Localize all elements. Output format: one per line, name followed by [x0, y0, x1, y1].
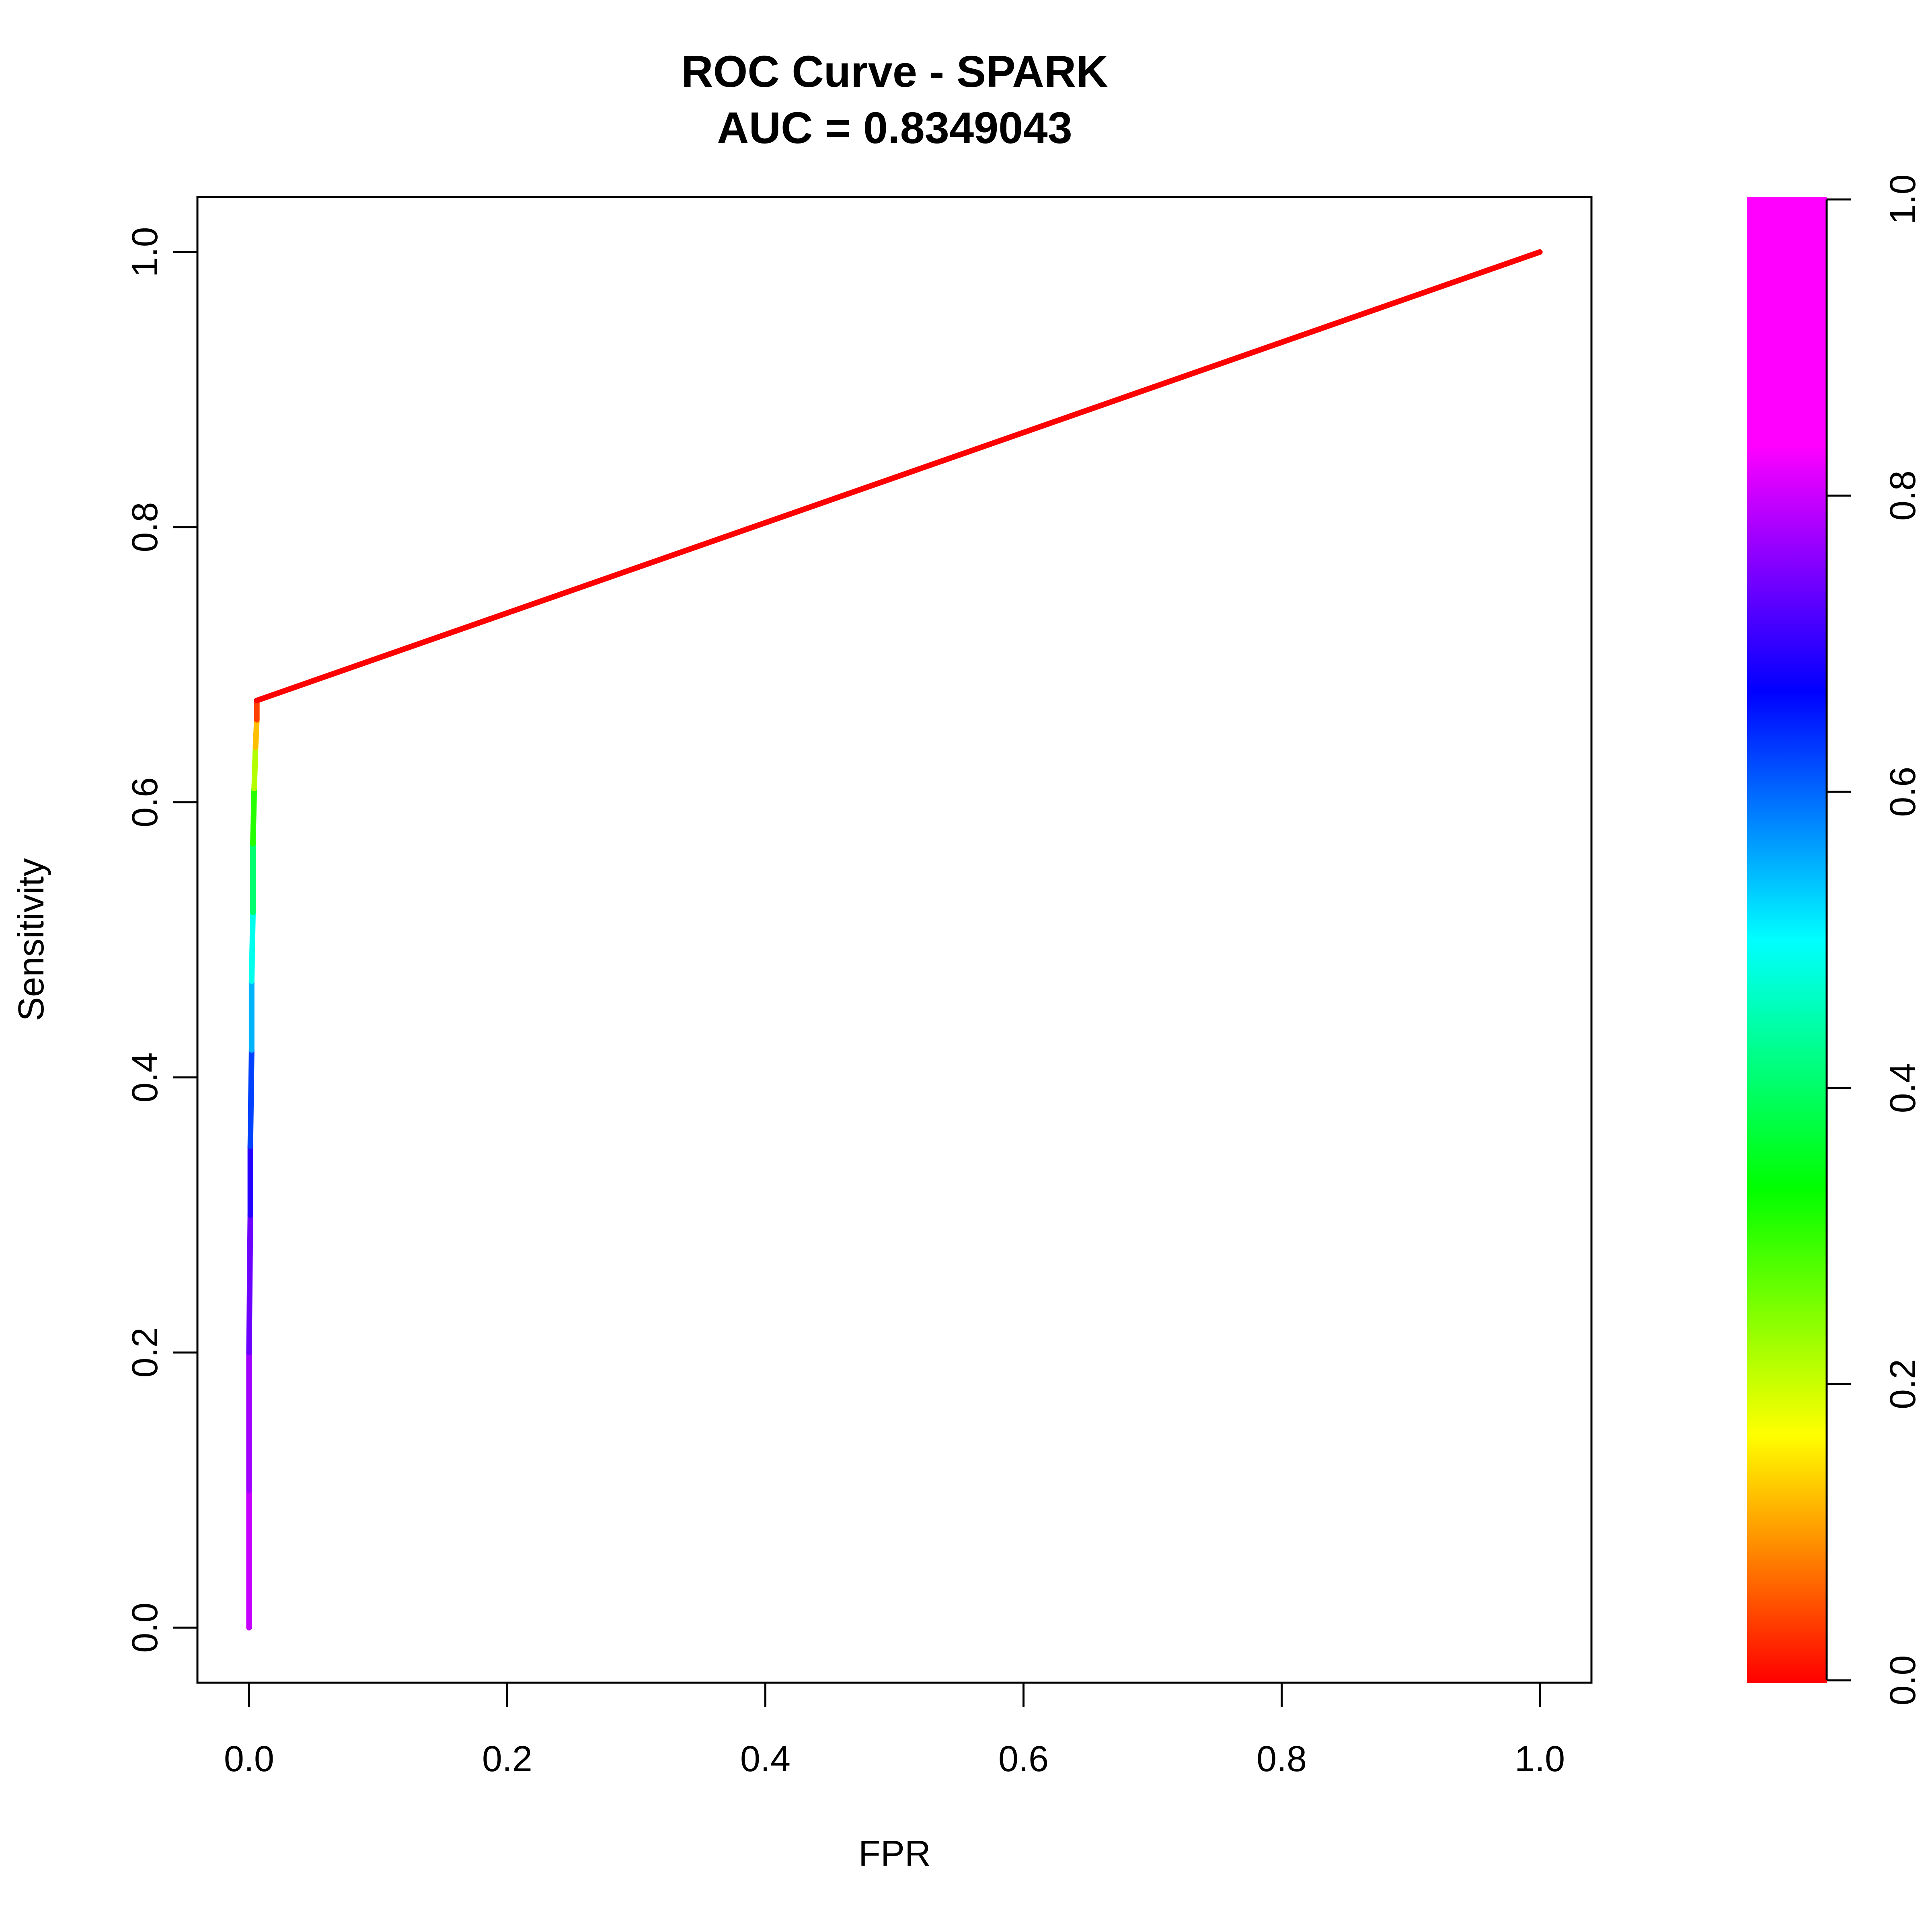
y-tick-label: 0.0	[125, 1603, 165, 1653]
chart-title: ROC Curve - SPARK	[681, 47, 1108, 96]
x-tick-label: 0.6	[998, 1739, 1049, 1779]
roc-segment	[253, 717, 260, 750]
x-tick-label: 0.4	[740, 1739, 790, 1779]
y-tick-label: 1.0	[125, 227, 165, 277]
roc-curve	[246, 249, 1543, 1631]
colorbar	[1747, 197, 1827, 1683]
roc-segment	[251, 744, 259, 792]
colorbar-axis: 0.0 0.2 0.4 0.6 0.8 1.0	[1825, 174, 1923, 1706]
roc-segment	[250, 786, 257, 847]
colorbar-tick-label: 0.6	[1883, 767, 1923, 817]
y-axis-label: Sensitivity	[11, 858, 51, 1021]
y-tick-label: 0.2	[125, 1327, 165, 1378]
y-tick-label: 0.8	[125, 502, 165, 552]
x-axis-label: FPR	[858, 1833, 931, 1874]
y-tick-label: 0.6	[125, 777, 165, 827]
roc-segment	[246, 1212, 253, 1355]
colorbar-tick-label: 0.0	[1883, 1655, 1923, 1705]
colorbar-tick-label: 0.8	[1883, 470, 1923, 521]
roc-segment	[248, 910, 256, 984]
x-tick-label: 1.0	[1515, 1739, 1565, 1779]
roc-segment	[254, 249, 1543, 704]
y-axis: 0.0 0.2 0.4 0.6 0.8 1.0	[125, 227, 199, 1653]
colorbar-tick-label: 0.4	[1883, 1063, 1923, 1113]
roc-segment	[247, 1047, 255, 1149]
x-tick-label: 0.8	[1257, 1739, 1307, 1779]
y-tick-label: 0.4	[125, 1052, 165, 1103]
chart-subtitle: AUC = 0.8349043	[717, 103, 1072, 153]
colorbar-tick-label: 0.2	[1883, 1359, 1923, 1409]
x-tick-label: 0.2	[482, 1739, 532, 1779]
plot-frame	[196, 196, 1593, 1684]
x-tick-label: 0.0	[224, 1739, 274, 1779]
x-axis: 0.0 0.2 0.4 0.6 0.8 1.0	[224, 1682, 1565, 1779]
colorbar-tick-label: 1.0	[1883, 174, 1923, 224]
